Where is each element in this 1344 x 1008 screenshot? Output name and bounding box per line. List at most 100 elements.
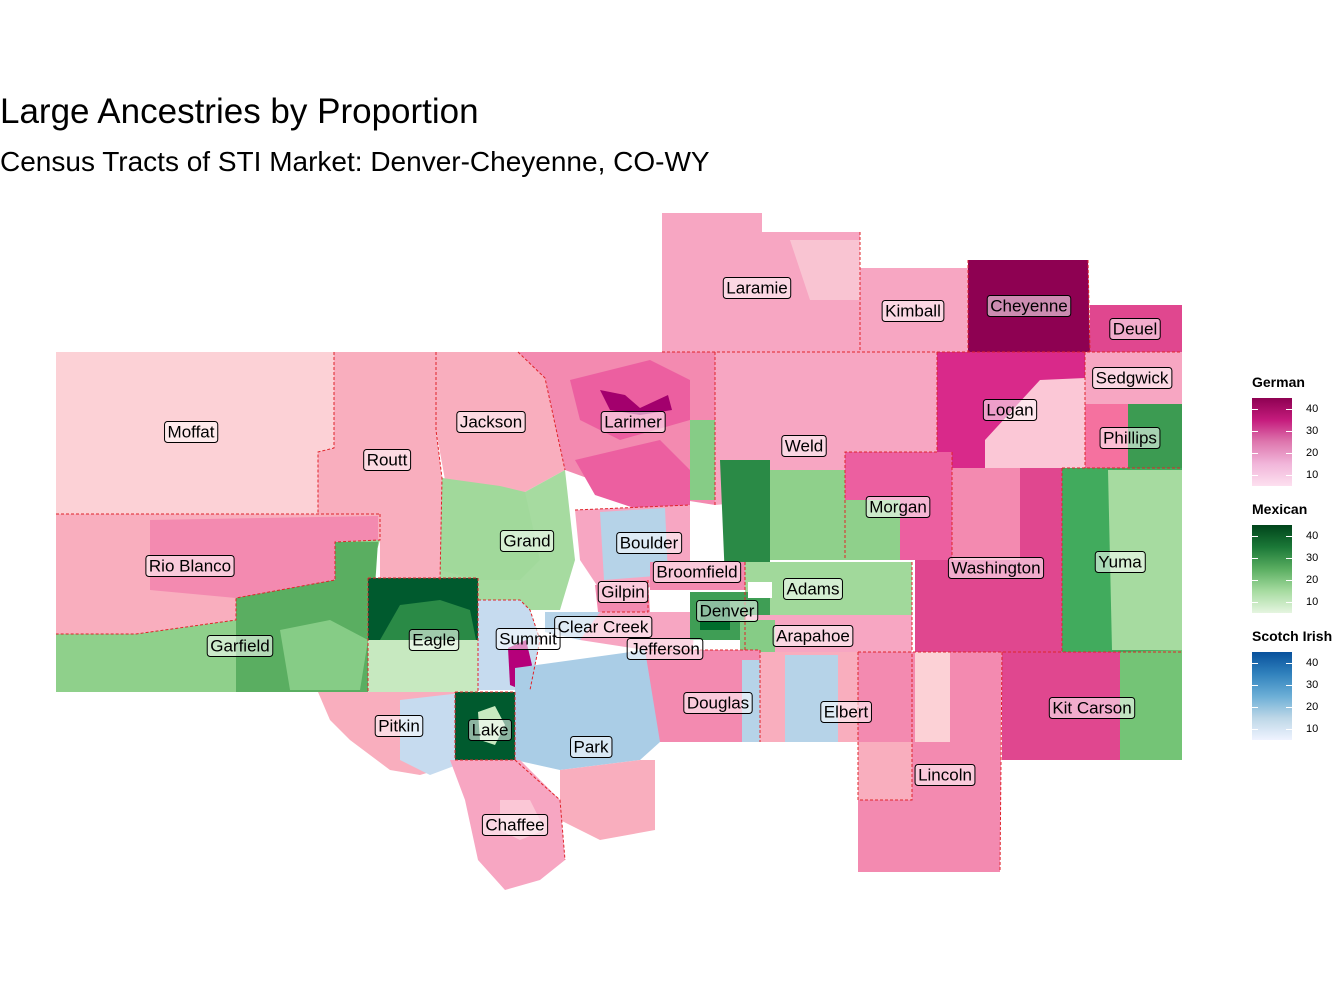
legend-tick-label: 20 bbox=[1306, 574, 1319, 586]
label-laramie: Laramie bbox=[722, 277, 792, 299]
label-jefferson: Jefferson bbox=[626, 638, 704, 660]
county-lincoln[interactable] bbox=[858, 652, 1002, 872]
label-deuel: Deuel bbox=[1109, 318, 1161, 340]
label-pitkin: Pitkin bbox=[374, 715, 424, 737]
svg-text:Broomfield: Broomfield bbox=[656, 563, 737, 582]
tract-logan-south bbox=[985, 378, 1085, 468]
svg-text:Gilpin: Gilpin bbox=[601, 583, 644, 602]
tract-elbert-mid bbox=[785, 655, 838, 742]
svg-text:Arapahoe: Arapahoe bbox=[776, 627, 850, 646]
svg-text:Laramie: Laramie bbox=[726, 279, 787, 298]
county-labels: Laramie Kimball Cheyenne Deuel Sedgwick … bbox=[145, 277, 1173, 836]
label-park: Park bbox=[570, 736, 613, 758]
label-logan: Logan bbox=[982, 399, 1038, 421]
legend-tick-label: 40 bbox=[1306, 403, 1319, 415]
map-title: Large Ancestries by Proportion bbox=[0, 92, 479, 131]
label-arapahoe: Arapahoe bbox=[772, 625, 854, 647]
legend-gradient bbox=[1252, 398, 1292, 486]
legend-colorbar: 40 30 20 10 bbox=[1252, 652, 1344, 740]
label-phillips: Phillips bbox=[1099, 427, 1161, 449]
legend-tick-label: 10 bbox=[1306, 469, 1319, 481]
tract-park-south bbox=[560, 760, 655, 840]
legend-title: Scotch Irish bbox=[1252, 628, 1333, 644]
county-park[interactable] bbox=[515, 650, 660, 770]
legend-tick-label: 10 bbox=[1306, 723, 1319, 735]
legend-title: Mexican bbox=[1252, 501, 1308, 517]
label-broomfield: Broomfield bbox=[652, 561, 742, 583]
legend-tick-label: 20 bbox=[1306, 701, 1319, 713]
label-chaffee: Chaffee bbox=[481, 814, 549, 836]
svg-text:Garfield: Garfield bbox=[210, 637, 270, 656]
tract-pitkin-east bbox=[400, 692, 470, 775]
legend-gradient bbox=[1252, 525, 1292, 613]
label-boulder: Boulder bbox=[616, 532, 683, 554]
legend-tick-label: 30 bbox=[1306, 552, 1319, 564]
svg-text:Adams: Adams bbox=[787, 580, 840, 599]
tract-washington-nw bbox=[952, 468, 1020, 560]
svg-text:Kimball: Kimball bbox=[885, 302, 941, 321]
svg-text:Deuel: Deuel bbox=[1113, 320, 1157, 339]
label-adams: Adams bbox=[783, 578, 843, 600]
legend-scotch-irish: Scotch Irish 40 30 20 10 bbox=[1252, 628, 1344, 740]
tract-weld-mid bbox=[770, 470, 845, 560]
label-lake: Lake bbox=[468, 719, 512, 741]
legend-tick-label: 20 bbox=[1306, 447, 1319, 459]
legend-tick-label: 10 bbox=[1306, 596, 1319, 608]
legend-gradient bbox=[1252, 652, 1292, 740]
label-rio-blanco: Rio Blanco bbox=[145, 555, 235, 577]
svg-text:Grand: Grand bbox=[503, 532, 550, 551]
label-douglas: Douglas bbox=[683, 692, 753, 714]
legend-tick-label: 40 bbox=[1306, 657, 1319, 669]
tract-rio-blanco-east bbox=[150, 516, 378, 598]
tract-grand-west bbox=[440, 478, 540, 580]
svg-text:Eagle: Eagle bbox=[412, 631, 455, 650]
tract-larimer-top bbox=[600, 390, 672, 415]
label-denver: Denver bbox=[696, 600, 759, 622]
svg-text:Summit: Summit bbox=[499, 630, 557, 649]
svg-text:Phillips: Phillips bbox=[1103, 429, 1157, 448]
label-moffat: Moffat bbox=[164, 421, 219, 443]
legend-mexican: Mexican 40 30 20 10 bbox=[1252, 501, 1344, 613]
label-garfield: Garfield bbox=[206, 635, 274, 657]
county-borders bbox=[56, 232, 1182, 873]
label-cheyenne: Cheyenne bbox=[986, 295, 1072, 317]
legend-colorbar: 40 30 20 10 bbox=[1252, 398, 1344, 486]
svg-text:Routt: Routt bbox=[367, 451, 408, 470]
tract-eagle-valley bbox=[368, 640, 478, 692]
legend-german: German 40 30 20 10 bbox=[1252, 374, 1344, 486]
svg-text:Pitkin: Pitkin bbox=[378, 717, 420, 736]
label-washington: Washington bbox=[947, 557, 1045, 579]
tract-lincoln-strip bbox=[915, 652, 950, 742]
label-grand: Grand bbox=[499, 530, 555, 552]
label-morgan: Morgan bbox=[865, 496, 931, 518]
svg-text:Larimer: Larimer bbox=[604, 413, 662, 432]
tract-garfield-mid bbox=[280, 620, 368, 690]
tract-arapahoe-west bbox=[740, 620, 775, 655]
svg-text:Douglas: Douglas bbox=[687, 694, 749, 713]
label-larimer: Larimer bbox=[600, 411, 666, 433]
legend-colorbar: 40 30 20 10 bbox=[1252, 525, 1344, 613]
label-lincoln: Lincoln bbox=[914, 764, 976, 786]
label-eagle: Eagle bbox=[408, 629, 460, 651]
svg-text:Morgan: Morgan bbox=[869, 498, 927, 517]
label-kit-carson: Kit Carson bbox=[1048, 697, 1136, 719]
legend-tick-label: 40 bbox=[1306, 530, 1319, 542]
tract-laramie-east bbox=[790, 240, 860, 300]
svg-text:Sedgwick: Sedgwick bbox=[1096, 369, 1169, 388]
tract-greeley bbox=[720, 460, 770, 580]
tract-larimer-west bbox=[575, 440, 690, 510]
label-jackson: Jackson bbox=[456, 411, 526, 433]
legend-tick-label: 30 bbox=[1306, 425, 1319, 437]
label-routt: Routt bbox=[363, 449, 412, 471]
legend-tick-label: 30 bbox=[1306, 679, 1319, 691]
svg-text:Elbert: Elbert bbox=[824, 703, 869, 722]
tract-denver-hole bbox=[748, 582, 772, 598]
map-subtitle: Census Tracts of STI Market: Denver-Chey… bbox=[0, 146, 710, 177]
svg-text:Rio Blanco: Rio Blanco bbox=[149, 557, 231, 576]
tract-weld-east bbox=[845, 452, 952, 500]
svg-text:Yuma: Yuma bbox=[1098, 553, 1142, 572]
svg-text:Lake: Lake bbox=[472, 721, 509, 740]
svg-text:Chaffee: Chaffee bbox=[485, 816, 544, 835]
tract-kit-carson-east bbox=[1120, 650, 1182, 760]
county-weld[interactable] bbox=[715, 352, 937, 505]
